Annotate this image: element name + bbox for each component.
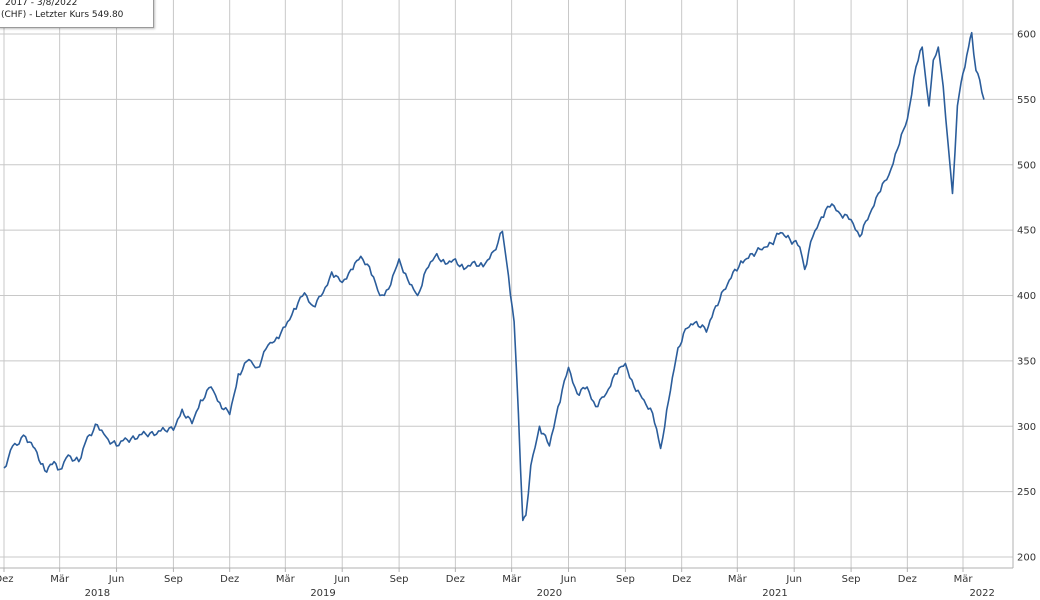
y-tick-label: 200 [1017, 553, 1036, 564]
x-tick-label: Jun [785, 574, 802, 585]
x-tick-label: Dez [898, 574, 917, 585]
x-tick-label: Mär [276, 574, 296, 585]
x-tick-label: Jun [560, 574, 577, 585]
y-axis-tick-labels: 200 250 300 350 400 450 500 550 600 [1017, 30, 1036, 564]
y-tick-label: 600 [1017, 30, 1036, 41]
series-layer [3, 31, 985, 522]
x-tick-label: Dez [0, 574, 14, 585]
x-tick-label: Jun [108, 574, 125, 585]
legend-box: 2017 - 3/8/2022 (CHF) - Letzter Kurs 549… [0, 0, 154, 28]
x-year-label: 2020 [537, 588, 562, 599]
y-tick-label: 500 [1017, 160, 1036, 171]
x-tick-label: Sep [164, 574, 183, 585]
y-tick-label: 350 [1017, 356, 1036, 367]
vertical-gridlines [3, 0, 964, 572]
x-year-label: 2019 [310, 588, 335, 599]
x-axis-tick-labels: Dez Mär Jun Sep Dez Mär Jun Sep Dez Mär Jun Sep Dez M… [0, 574, 973, 585]
x-tick-label: Dez [446, 574, 465, 585]
x-tick-label: Mär [728, 574, 748, 585]
y-tick-label: 300 [1017, 422, 1036, 433]
x-tick-label: Sep [390, 574, 409, 585]
price-series-line [3, 31, 985, 522]
x-tick-label: Sep [842, 574, 861, 585]
x-tick-label: Mär [50, 574, 70, 585]
y-tick-label: 550 [1017, 95, 1036, 106]
x-tick-label: Mär [502, 574, 522, 585]
x-tick-label: Dez [672, 574, 691, 585]
x-year-label: 2021 [762, 588, 787, 599]
x-year-label: 2018 [85, 588, 110, 599]
y-tick-label: 400 [1017, 291, 1036, 302]
legend-date-range: 2017 - 3/8/2022 [5, 0, 78, 8]
x-tick-label: Jun [333, 574, 350, 585]
legend-series-label: (CHF) - Letzter Kurs 549.80 [1, 10, 124, 20]
x-tick-label: Mär [954, 574, 974, 585]
y-tick-label: 450 [1017, 226, 1036, 237]
y-tick-label: 250 [1017, 487, 1036, 498]
x-tick-label: Sep [616, 574, 635, 585]
x-tick-label: Dez [220, 574, 239, 585]
horizontal-gridlines [0, 33, 1013, 558]
x-axis-year-labels: 2018 2019 2020 2021 2022 [85, 588, 995, 599]
x-year-label: 2022 [969, 588, 994, 599]
